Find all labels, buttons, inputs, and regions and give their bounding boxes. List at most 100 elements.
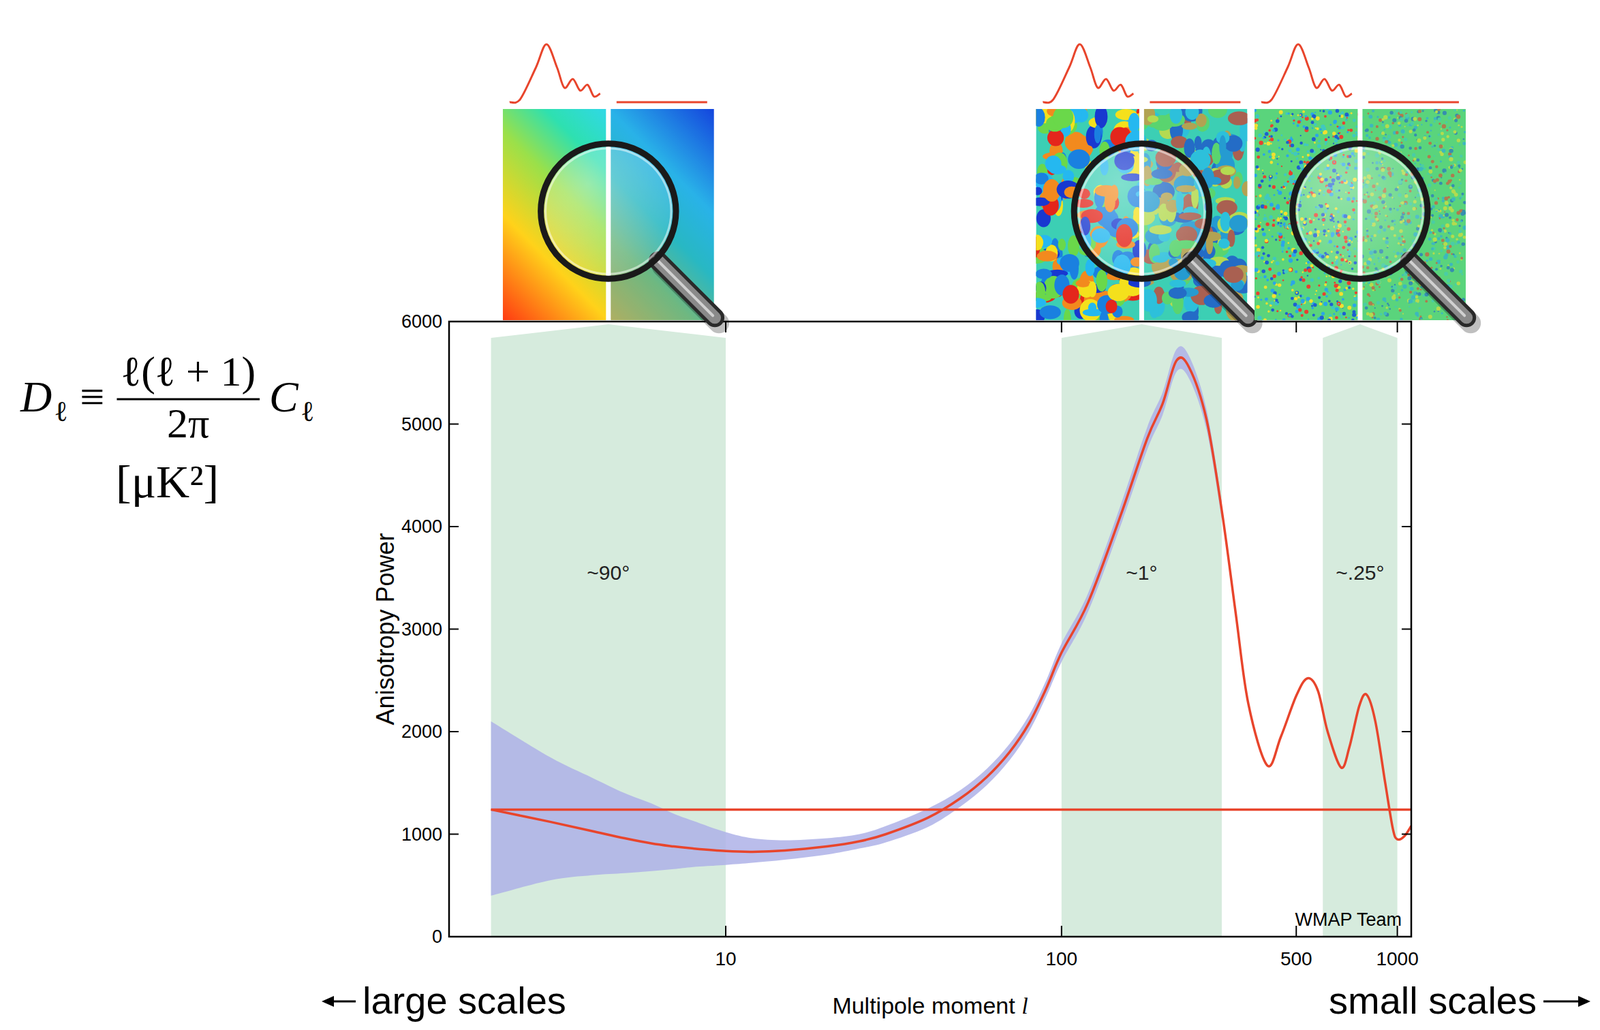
y-tick xyxy=(1401,628,1412,631)
map-texture xyxy=(1311,304,1314,307)
map-texture xyxy=(1269,160,1273,165)
map-texture xyxy=(1299,141,1303,146)
band-label: ~.25° xyxy=(1335,561,1384,584)
map-texture xyxy=(1311,136,1316,142)
map-texture xyxy=(1254,236,1257,240)
map-texture xyxy=(1063,309,1072,321)
map-texture xyxy=(1352,118,1357,122)
map-texture xyxy=(1277,283,1282,287)
map-texture xyxy=(1266,201,1269,204)
map-texture xyxy=(1267,310,1270,313)
map-texture xyxy=(1262,136,1265,140)
map-texture xyxy=(1317,296,1321,300)
y-tick-label: 1000 xyxy=(401,824,443,845)
map-texture xyxy=(1319,149,1322,151)
map-texture xyxy=(1319,109,1321,112)
chart: ~90°~1°~.25°0100020003000400050006000101… xyxy=(0,0,1600,1030)
map-texture xyxy=(1310,264,1314,268)
map-texture xyxy=(1317,139,1321,143)
map-texture xyxy=(1058,238,1066,251)
map-texture xyxy=(1259,222,1262,224)
map-texture xyxy=(1298,160,1303,165)
map-texture xyxy=(1281,258,1285,261)
map-texture xyxy=(1267,196,1271,201)
map-texture xyxy=(1305,262,1308,265)
map-texture xyxy=(1263,217,1268,222)
map-texture xyxy=(1290,114,1292,116)
map-texture xyxy=(1254,244,1258,248)
y-tick xyxy=(1401,936,1412,938)
map-texture xyxy=(1328,299,1331,303)
map-texture xyxy=(1088,302,1097,313)
y-tick-label: 4000 xyxy=(401,516,443,537)
map-texture xyxy=(1255,291,1260,296)
scale-label-right: small scales xyxy=(1328,979,1537,1023)
map-texture xyxy=(1279,222,1282,225)
mini-flat xyxy=(616,101,708,104)
map-texture xyxy=(1289,179,1295,184)
map-texture xyxy=(1277,222,1280,225)
map-texture xyxy=(1274,318,1277,321)
map-texture xyxy=(1288,149,1292,153)
map-texture xyxy=(1328,314,1332,317)
map-texture xyxy=(1266,193,1270,197)
map-texture xyxy=(1286,180,1289,183)
map-texture xyxy=(1262,153,1266,157)
map-texture xyxy=(1283,173,1287,176)
map-texture xyxy=(1283,211,1288,217)
map-texture xyxy=(1274,238,1278,241)
map-texture xyxy=(1300,314,1304,317)
map-texture xyxy=(1261,245,1265,249)
map-texture xyxy=(1304,126,1309,130)
map-texture xyxy=(1351,133,1356,137)
y-tick xyxy=(449,320,459,323)
map-texture xyxy=(1315,133,1319,137)
y-tick xyxy=(1401,731,1412,733)
y-tick-label: 0 xyxy=(432,926,443,948)
map-texture xyxy=(1262,169,1264,172)
map-texture xyxy=(1270,143,1273,146)
map-texture xyxy=(1254,119,1257,123)
credit: WMAP Team xyxy=(1294,909,1402,931)
map-texture xyxy=(1287,145,1290,148)
map-texture xyxy=(1277,163,1280,166)
map-texture xyxy=(1276,218,1280,222)
map-texture xyxy=(1321,312,1325,316)
map-texture xyxy=(1276,310,1279,313)
map-texture xyxy=(1285,154,1289,158)
map-texture xyxy=(1335,109,1340,114)
map-texture xyxy=(1313,123,1317,127)
map-texture xyxy=(1263,130,1266,133)
map-texture xyxy=(1276,158,1278,160)
map-texture xyxy=(1334,283,1339,288)
map-texture xyxy=(1272,281,1277,285)
map-texture xyxy=(1094,125,1102,144)
map-texture xyxy=(1254,295,1256,298)
map-texture xyxy=(1262,172,1265,174)
map-texture xyxy=(1283,138,1287,142)
map-texture xyxy=(1300,134,1302,137)
map-texture xyxy=(1324,287,1329,291)
map-texture xyxy=(1298,278,1302,281)
map-texture xyxy=(1306,260,1310,264)
map-texture xyxy=(1268,139,1271,142)
map-texture xyxy=(1254,109,1257,113)
map-texture xyxy=(1277,214,1280,217)
x-tick xyxy=(725,926,727,937)
map-texture xyxy=(1328,136,1331,139)
map-texture xyxy=(1268,215,1273,219)
map-texture xyxy=(1290,314,1295,319)
map-texture xyxy=(1287,314,1291,317)
map-texture xyxy=(1067,149,1090,169)
map-texture xyxy=(1302,125,1306,129)
map-texture xyxy=(1266,141,1271,146)
map-texture xyxy=(1298,308,1303,313)
map-texture xyxy=(1287,241,1290,244)
map-texture xyxy=(1294,290,1299,296)
band-label: ~1° xyxy=(1125,561,1158,584)
map-texture xyxy=(1275,261,1280,266)
map-texture xyxy=(1314,293,1316,296)
map-texture xyxy=(1254,123,1258,128)
map-texture xyxy=(1288,268,1292,272)
map-texture xyxy=(1265,222,1269,227)
